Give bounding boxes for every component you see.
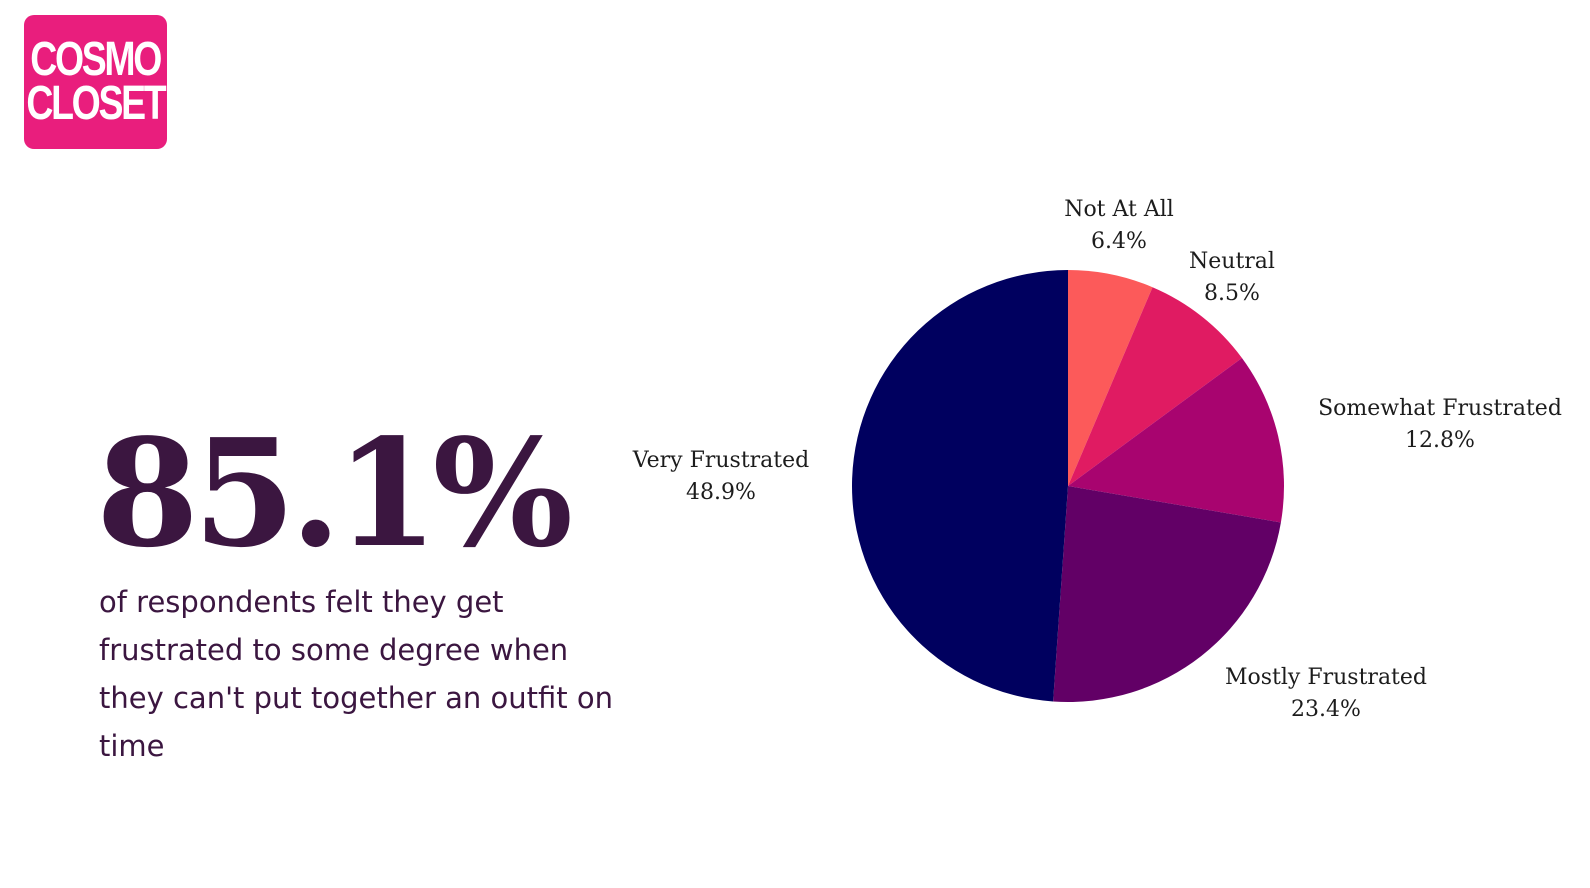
headline-percentage: 85.1% [96, 406, 573, 580]
slice-label-somewhat-frustrated: Somewhat Frustrated [1318, 396, 1562, 421]
pie-slice-very-frustrated [852, 270, 1068, 702]
slice-label-neutral: Neutral [1189, 249, 1275, 274]
pie-slice-neutral [1068, 287, 1242, 486]
pie-slice-mostly-frustrated [1053, 486, 1281, 703]
slice-value-mostly-frustrated: 23.4% [1291, 697, 1361, 722]
pie-slice-not-at-all [1068, 270, 1153, 486]
slice-label-very-frustrated: Very Frustrated [632, 448, 809, 473]
slice-value-not-at-all: 6.4% [1091, 229, 1147, 254]
pie-slice-somewhat-frustrated [1068, 357, 1284, 523]
slice-value-somewhat-frustrated: 12.8% [1405, 428, 1475, 453]
slice-value-neutral: 8.5% [1204, 281, 1260, 306]
slice-label-mostly-frustrated: Mostly Frustrated [1225, 665, 1427, 690]
logo-text-line-1: COSMO [30, 33, 163, 86]
logo-text-line-2: CLOSET [26, 77, 167, 130]
cosmo-closet-logo: COSMO CLOSET [24, 15, 167, 149]
headline-description: of respondents felt they get frustrated … [99, 585, 613, 763]
slice-label-not-at-all: Not At All [1064, 197, 1174, 222]
slice-value-very-frustrated: 48.9% [686, 480, 756, 505]
